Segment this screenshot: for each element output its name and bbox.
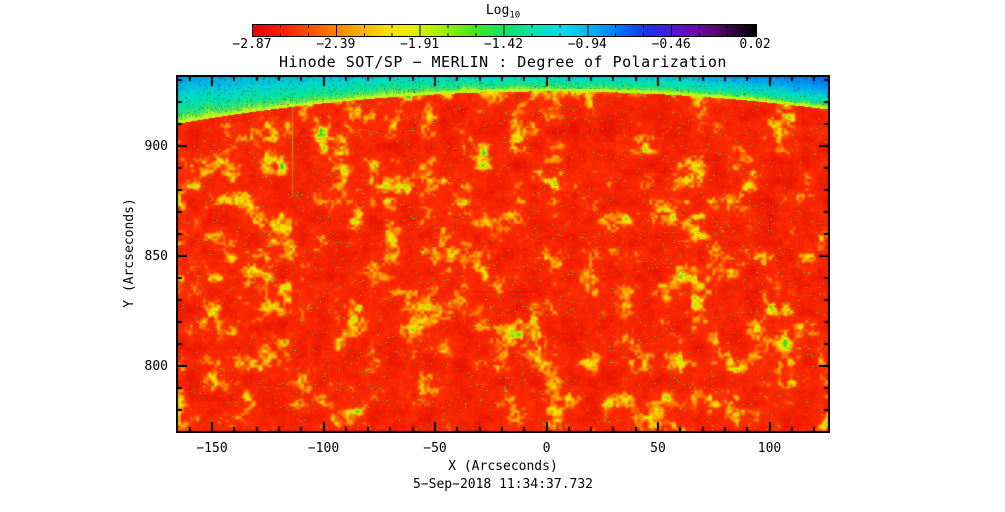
polarization-map-image <box>176 75 830 433</box>
colorbar-tick-label: −2.39 <box>316 37 356 52</box>
colorbar-tick-label: −1.42 <box>483 37 524 52</box>
x-tick-label: 0 <box>542 441 551 456</box>
colorbar-tick-label: −2.87 <box>232 37 272 52</box>
x-tick-label: 50 <box>650 441 666 456</box>
y-axis-title: Y (Arcseconds) <box>122 198 137 308</box>
observation-timestamp: 5−Sep−2018 11:34:37.732 <box>412 477 593 492</box>
colorbar-tick-label: −0.46 <box>651 37 691 52</box>
y-tick-label: 800 <box>144 359 168 374</box>
colorbar-tick-label: −1.91 <box>400 37 440 52</box>
x-tick-label: −150 <box>196 441 228 456</box>
colorbar-tick-label: 0.02 <box>739 37 771 52</box>
colorbar-tick-label: −0.94 <box>567 37 607 52</box>
colorbar-title-text: Log <box>485 3 510 18</box>
x-tick-label: −100 <box>307 441 340 456</box>
plot-title: Hinode SOT/SP − MERLIN : Degree of Polar… <box>279 53 727 71</box>
colorbar <box>252 24 757 37</box>
y-tick-label: 900 <box>144 139 168 154</box>
x-tick-label: 100 <box>757 441 782 456</box>
colorbar-major-ticks-top <box>253 25 756 31</box>
x-axis-title: X (Arcseconds) <box>448 459 558 474</box>
y-tick-label: 850 <box>144 249 168 264</box>
x-tick-label: −50 <box>423 441 447 456</box>
colorbar-title-subscript: 10 <box>509 10 521 21</box>
colorbar-major-ticks-bottom <box>253 30 756 36</box>
colorbar-title: Log10 <box>176 3 830 21</box>
